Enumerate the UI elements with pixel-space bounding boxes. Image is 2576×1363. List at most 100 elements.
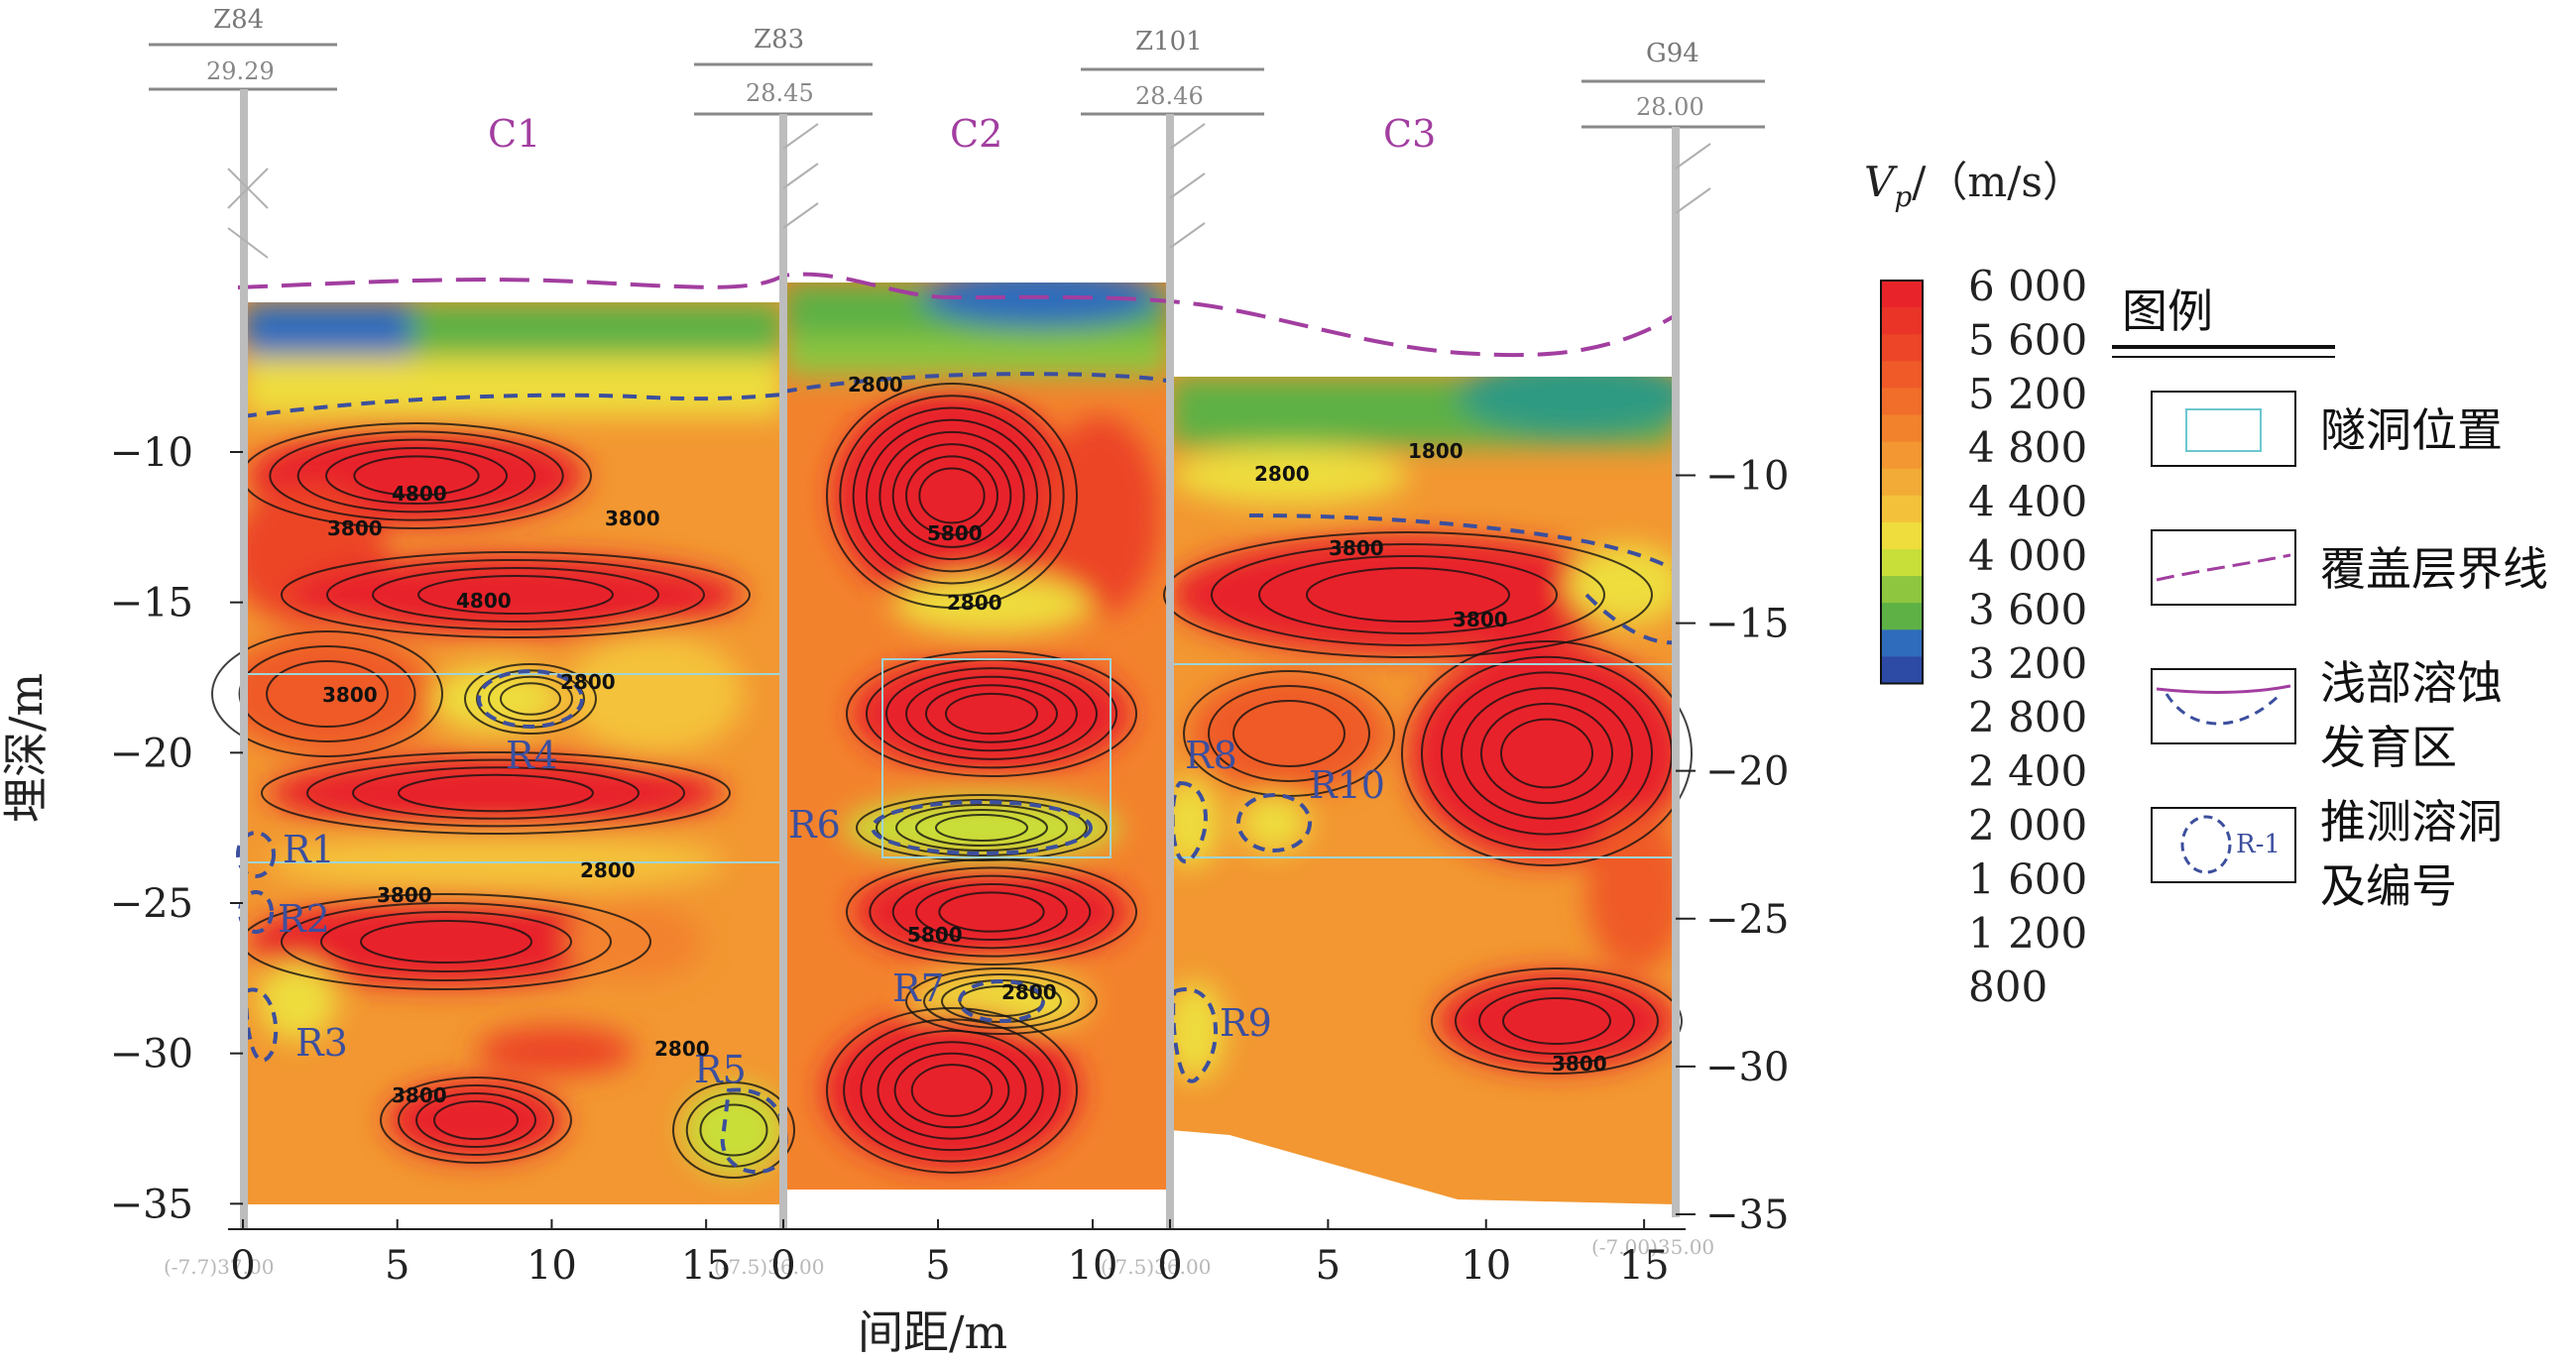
colorbar-segment — [1881, 603, 1923, 630]
legend-label: 推测溶洞 — [2320, 795, 2503, 849]
contour-ring — [905, 967, 1098, 1035]
colorbar-segment — [1881, 549, 1923, 577]
x-tick-label: 0 — [230, 1243, 255, 1289]
contour-ring — [266, 660, 389, 728]
borehole-z101: Z101 28.46 — [1081, 27, 1264, 1229]
borehole-bottom-note: (-7.7)37.00 — [164, 1255, 274, 1279]
contour-ring — [261, 751, 731, 835]
borehole-elevation: 28.45 — [746, 79, 814, 107]
cavity-label-r3: R3 — [295, 1021, 348, 1065]
cavity-label-r2: R2 — [278, 897, 330, 941]
colorbar-segment — [1881, 307, 1923, 335]
panel-label-c1: C1 — [488, 112, 540, 156]
x-tick-label: 0 — [1157, 1243, 1182, 1289]
contour-ring — [380, 1077, 572, 1164]
contour-ring — [415, 1092, 536, 1148]
contour-ring — [1441, 671, 1653, 836]
contour-ring — [488, 675, 573, 723]
y-tick-label-right: −30 — [1705, 1045, 1789, 1090]
colorbar-tick-label: 4 000 — [1968, 531, 2087, 580]
contour-ring — [1500, 718, 1593, 789]
y-tick-label: −35 — [110, 1182, 193, 1227]
contour-ring — [464, 663, 597, 735]
contour-label: 3800 — [605, 507, 660, 530]
axes: 0 5 10 15 0 5 10 0 5 10 15 −10 −15 −20 −25 −30 −35 −10 −15… — [110, 430, 1790, 1289]
contour-ring — [878, 430, 1025, 561]
contour-ring — [877, 1041, 1027, 1140]
contour-ring — [826, 1007, 1078, 1174]
cavity-label-r9: R9 — [1220, 1001, 1272, 1045]
shallow-karst-boundary — [242, 372, 1677, 645]
contour-label: 5800 — [927, 521, 983, 545]
cavity-label-r6: R6 — [788, 803, 841, 847]
y-tick-label: −30 — [110, 1032, 193, 1078]
contour-ring — [1401, 640, 1693, 866]
contour-ring — [905, 675, 1078, 752]
contour-ring — [945, 692, 1038, 736]
legend-sample-label: R-1 — [2236, 830, 2281, 859]
borehole-bottom-note: (-7.00)35.00 — [1591, 1235, 1714, 1259]
contour-ring — [1258, 555, 1558, 634]
contour-ring — [915, 809, 1048, 847]
colorbar-tick-label: 4 400 — [1968, 478, 2087, 526]
contour-label: 3800 — [377, 883, 432, 907]
contour-label: 3800 — [1552, 1052, 1607, 1076]
colorbar-segment — [1881, 361, 1923, 389]
contour-ring — [398, 1084, 554, 1156]
borehole-name: Z84 — [213, 5, 264, 35]
boreholes: Z84 29.29 Z83 28.45 Z101 28.46 G94 28.00 — [149, 5, 1765, 1279]
borehole-elevation: 29.29 — [206, 57, 275, 85]
contour-ring — [1478, 987, 1635, 1055]
colorbar-segment — [1881, 656, 1923, 684]
borehole-name: Z101 — [1135, 27, 1203, 57]
cavity-r2 — [238, 890, 274, 934]
legend-item-overburden: 覆盖层界线 — [2151, 529, 2548, 606]
contour-ring — [891, 874, 1092, 950]
legend-label: 隧洞位置 — [2320, 403, 2503, 457]
contour-label: 2800 — [848, 373, 903, 397]
contour-ring — [433, 1100, 519, 1140]
contour-label: 3800 — [1453, 608, 1508, 631]
colorbar-tick-label: 800 — [1968, 963, 2048, 1011]
legend-title: 图例 — [2122, 284, 2213, 338]
colorbar-tick-label: 1 600 — [1968, 854, 2087, 903]
borehole-elevation: 28.46 — [1135, 82, 1204, 110]
contour-ring — [353, 455, 480, 497]
contour-ring — [306, 758, 685, 828]
contour-value-labels: 4800 3800 3800 4800 2800 3800 2800 3800 … — [322, 373, 1607, 1107]
contour-label: 3800 — [1329, 536, 1384, 560]
x-tick-label: 10 — [1068, 1243, 1118, 1289]
x-tick-label: 5 — [925, 1243, 950, 1289]
legend-item-shallow-karst: 浅部溶蚀 发育区 — [2151, 656, 2503, 774]
contour-ring — [860, 1029, 1044, 1152]
contour-ring — [1208, 685, 1370, 782]
contour-ring — [1480, 702, 1613, 805]
colorbar-tick-label: 2 400 — [1968, 747, 2087, 796]
contour-label: 2800 — [654, 1037, 710, 1061]
colorbar-tick-label: 6 000 — [1968, 262, 2087, 310]
colorbar-tick-label: 4 800 — [1968, 423, 2087, 472]
cavity-label-r10: R10 — [1309, 763, 1385, 807]
contour-ring — [352, 766, 640, 820]
panel-label-c2: C2 — [950, 112, 1002, 156]
contour-label: 5800 — [907, 923, 963, 947]
contour-label: 2800 — [1254, 462, 1310, 486]
cavity-r10 — [1236, 793, 1312, 852]
borehole-z84: Z84 29.29 — [149, 5, 337, 1229]
colorbar-segment — [1881, 334, 1923, 362]
contour-ring — [905, 455, 998, 536]
contour-ring — [918, 467, 986, 524]
colorbar-segment — [1881, 495, 1923, 523]
colorbar-title: Vp/（m/s） — [1864, 158, 2084, 213]
contour-ring — [915, 883, 1068, 941]
contour-label: 2800 — [1001, 980, 1057, 1004]
contour-ring — [891, 443, 1012, 548]
contour-ring — [895, 804, 1068, 852]
contour-ring — [417, 575, 614, 615]
borehole-name: G94 — [1646, 39, 1699, 68]
colorbar-tick-label: 2 000 — [1968, 801, 2087, 850]
x-tick-label: 15 — [681, 1243, 732, 1289]
contour-ring — [1502, 997, 1611, 1045]
contour-ring — [1461, 687, 1633, 820]
